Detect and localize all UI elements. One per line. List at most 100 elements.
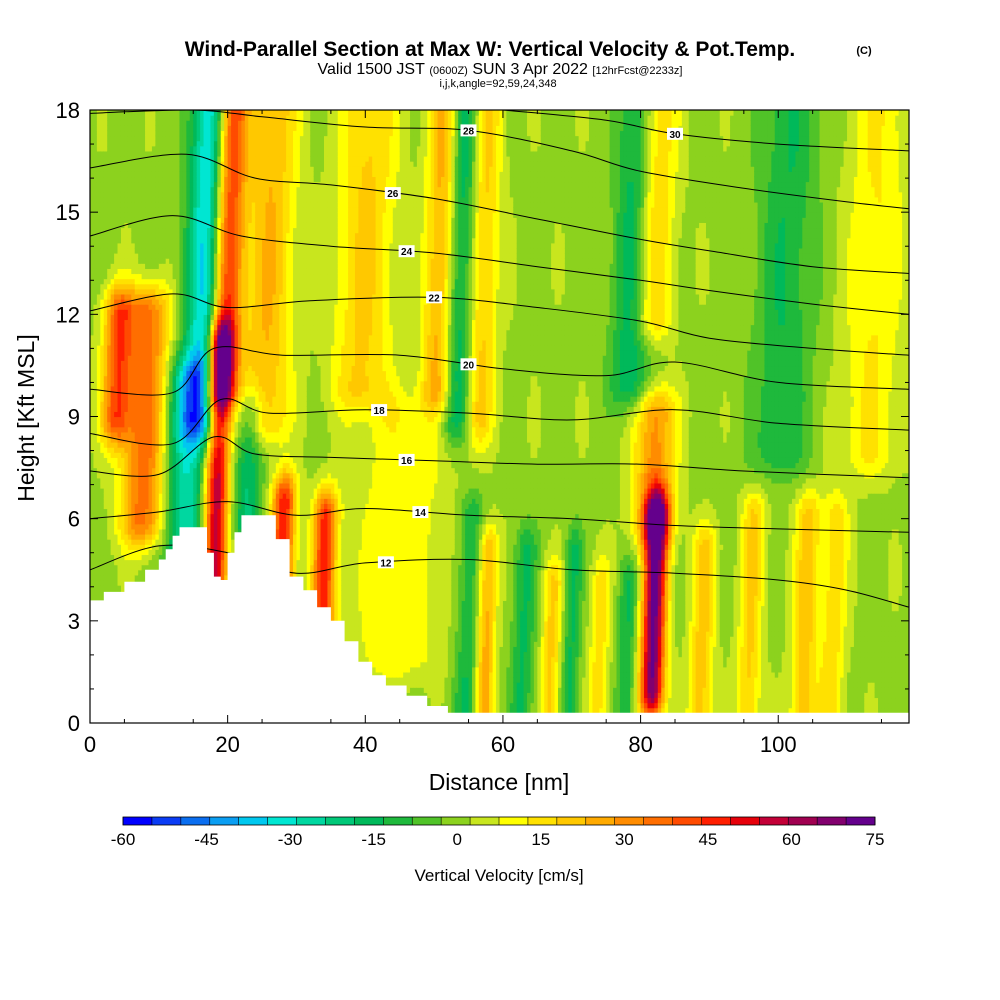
velocity-cell	[111, 263, 115, 269]
velocity-cell	[118, 401, 122, 407]
velocity-cell	[97, 427, 101, 433]
velocity-cell	[104, 488, 108, 494]
velocity-cell	[193, 268, 197, 274]
velocity-cell	[221, 570, 225, 576]
velocity-cell	[162, 376, 166, 382]
velocity-cell	[186, 136, 190, 142]
velocity-cell	[100, 478, 104, 484]
velocity-cell	[221, 401, 225, 407]
velocity-cell	[121, 243, 125, 249]
velocity-cell	[228, 263, 232, 269]
velocity-cell	[173, 396, 177, 402]
velocity-cell	[190, 289, 194, 295]
velocity-cell	[97, 570, 101, 576]
velocity-cell	[207, 115, 211, 121]
velocity-cell	[173, 406, 177, 412]
velocity-cell	[204, 268, 208, 274]
velocity-cell	[186, 253, 190, 259]
velocity-cell	[131, 401, 135, 407]
velocity-cell	[121, 514, 125, 520]
velocity-cell	[138, 279, 142, 285]
velocity-cell	[190, 207, 194, 213]
velocity-cell	[221, 289, 225, 295]
velocity-cell	[145, 493, 149, 499]
velocity-cell	[90, 549, 94, 555]
velocity-cell	[124, 376, 128, 382]
velocity-cell	[100, 457, 104, 463]
velocity-cell	[214, 309, 218, 315]
velocity-cell	[190, 192, 194, 198]
velocity-cell	[176, 335, 180, 341]
velocity-cell	[100, 248, 104, 254]
velocity-cell	[217, 457, 221, 463]
velocity-cell	[221, 284, 225, 290]
velocity-cell	[97, 580, 101, 586]
velocity-cell	[128, 182, 132, 188]
velocity-cell	[131, 151, 135, 157]
velocity-cell	[231, 386, 235, 392]
velocity-cell	[217, 233, 221, 239]
velocity-cell	[183, 268, 187, 274]
velocity-cell	[173, 176, 177, 182]
velocity-cell	[221, 406, 225, 412]
velocity-cell	[135, 222, 139, 228]
velocity-cell	[228, 427, 232, 433]
velocity-cell	[97, 130, 101, 136]
velocity-cell	[124, 146, 128, 152]
velocity-cell	[204, 396, 208, 402]
velocity-cell	[128, 141, 132, 147]
velocity-cell	[138, 217, 142, 223]
velocity-cell	[159, 258, 163, 264]
velocity-cell	[152, 258, 156, 264]
velocity-cell	[93, 437, 97, 443]
velocity-cell	[176, 197, 180, 203]
velocity-cell	[228, 115, 232, 121]
velocity-cell	[124, 319, 128, 325]
velocity-cell	[176, 207, 180, 213]
velocity-cell	[100, 284, 104, 290]
velocity-cell	[114, 524, 118, 530]
velocity-cell	[121, 452, 125, 458]
velocity-cell	[207, 330, 211, 336]
velocity-cell	[183, 263, 187, 269]
velocity-cell	[145, 483, 149, 489]
velocity-cell	[107, 222, 111, 228]
velocity-cell	[207, 539, 211, 545]
velocity-cell	[93, 243, 97, 249]
velocity-cell	[210, 243, 214, 249]
velocity-cell	[224, 273, 228, 279]
velocity-cell	[190, 442, 194, 448]
velocity-cell	[159, 498, 163, 504]
velocity-cell	[135, 227, 139, 233]
velocity-cell	[183, 273, 187, 279]
velocity-cell	[173, 253, 177, 259]
velocity-cell	[159, 161, 163, 167]
velocity-cell	[118, 508, 122, 514]
velocity-cell	[107, 452, 111, 458]
velocity-cell	[142, 478, 146, 484]
velocity-cell	[111, 233, 115, 239]
velocity-cell	[179, 473, 183, 479]
velocity-cell	[217, 462, 221, 468]
velocity-cell	[138, 462, 142, 468]
velocity-cell	[173, 141, 177, 147]
velocity-cell	[138, 544, 142, 550]
velocity-cell	[107, 427, 111, 433]
velocity-cell	[159, 136, 163, 142]
velocity-cell	[104, 314, 108, 320]
velocity-cell	[145, 309, 149, 315]
velocity-cell	[228, 243, 232, 249]
velocity-cell	[124, 304, 128, 310]
velocity-cell	[210, 279, 214, 285]
velocity-cell	[214, 519, 218, 525]
velocity-cell	[217, 284, 221, 290]
velocity-cell	[155, 253, 159, 259]
velocity-cell	[121, 115, 125, 121]
velocity-cell	[111, 125, 115, 131]
velocity-cell	[121, 325, 125, 331]
velocity-cell	[176, 381, 180, 387]
velocity-cell	[231, 401, 235, 407]
velocity-cell	[176, 273, 180, 279]
velocity-cell	[128, 146, 132, 152]
velocity-cell	[166, 314, 170, 320]
